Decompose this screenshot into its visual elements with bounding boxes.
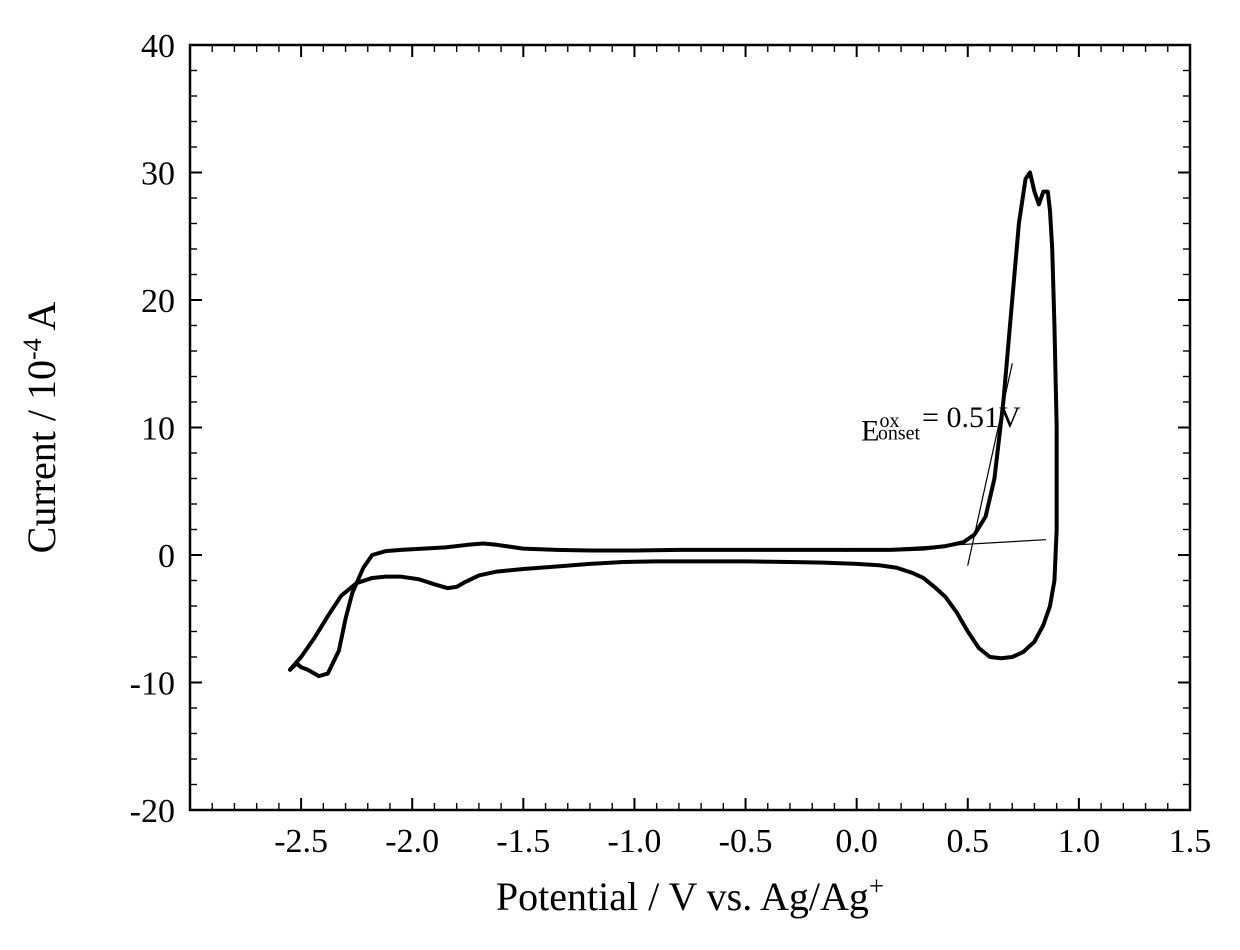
x-tick-label: 1.0 [1058,823,1101,860]
cv-chart: -2.5 -2.0 -1.5 -1.0 -0.5 0.0 0.5 1.0 1.5 -20 -10 0 1… [0,0,1240,950]
y-tick-label: -10 [130,666,175,703]
y-tick-label: 20 [141,283,175,320]
x-tick-label: -1.5 [496,823,550,860]
x-tick-label: -2.0 [385,823,439,860]
y-tick-label: 10 [141,411,175,448]
y-axis-label: Current / 10-4 A [18,302,65,554]
x-tick-label: -0.5 [719,823,773,860]
x-tick-label: -1.0 [608,823,662,860]
x-tick-label: -2.5 [274,823,328,860]
y-tick-label: -20 [130,793,175,830]
tangent-slope [968,364,1012,565]
x-tick-label: 0.0 [835,823,878,860]
y-tick-label: 40 [141,28,175,65]
x-axis-label: Potential / V vs. Ag/Ag+ [496,871,884,919]
tangent-baseline [846,540,1046,551]
y-tick-label: 0 [158,538,175,575]
x-tick-label: 1.5 [1169,823,1212,860]
y-tick-label: 30 [141,156,175,193]
x-tick-label: 0.5 [947,823,990,860]
chart-svg: -2.5 -2.0 -1.5 -1.0 -0.5 0.0 0.5 1.0 1.5 -20 -10 0 1… [0,0,1240,950]
plot-border [190,45,1190,810]
